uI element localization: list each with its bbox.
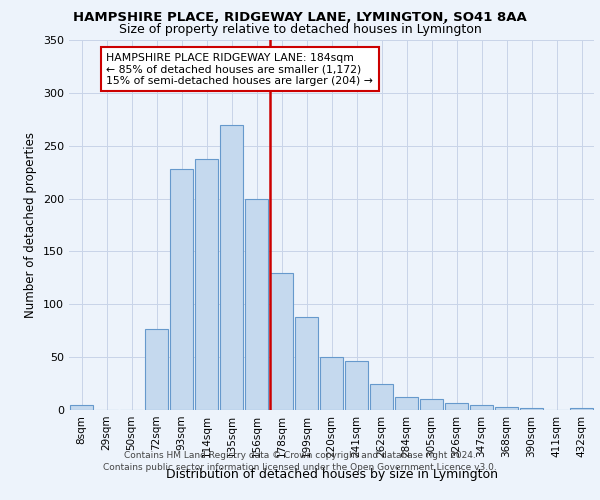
Bar [445,402,468,410]
Bar [570,408,593,410]
Text: Contains public sector information licensed under the Open Government Licence v3: Contains public sector information licen… [103,462,497,471]
X-axis label: Distribution of detached houses by size in Lymington: Distribution of detached houses by size … [166,468,497,481]
Bar [295,317,318,410]
Bar [170,169,193,410]
Bar [495,407,518,410]
Bar [220,124,243,410]
Bar [420,400,443,410]
Bar [195,160,218,410]
Bar [245,198,268,410]
Bar [520,408,543,410]
Text: HAMPSHIRE PLACE, RIDGEWAY LANE, LYMINGTON, SO41 8AA: HAMPSHIRE PLACE, RIDGEWAY LANE, LYMINGTO… [73,11,527,24]
Bar [145,328,168,410]
Bar [270,272,293,410]
Text: HAMPSHIRE PLACE RIDGEWAY LANE: 184sqm
← 85% of detached houses are smaller (1,17: HAMPSHIRE PLACE RIDGEWAY LANE: 184sqm ← … [107,52,373,86]
Bar [395,398,418,410]
Y-axis label: Number of detached properties: Number of detached properties [25,132,37,318]
Text: Contains HM Land Registry data © Crown copyright and database right 2024.: Contains HM Land Registry data © Crown c… [124,451,476,460]
Bar [345,362,368,410]
Bar [320,357,343,410]
Bar [470,404,493,410]
Bar [370,384,393,410]
Bar [70,404,93,410]
Text: Size of property relative to detached houses in Lymington: Size of property relative to detached ho… [119,22,481,36]
